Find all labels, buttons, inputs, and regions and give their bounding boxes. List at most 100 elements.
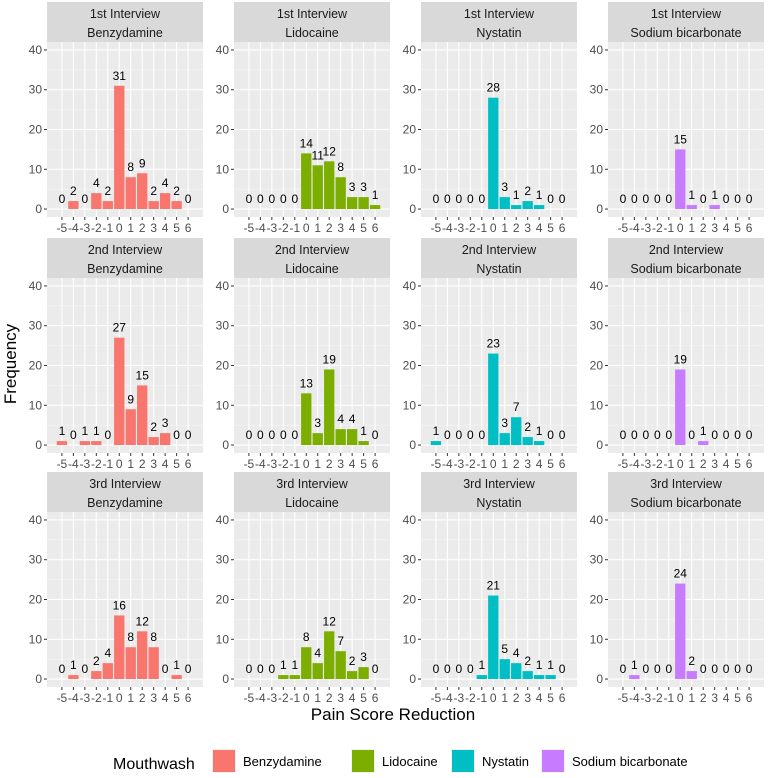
x-tick-label: 1	[688, 457, 695, 471]
bar-value-label: 28	[487, 81, 501, 95]
x-tick-label: 3	[337, 457, 344, 471]
facet-strip	[47, 238, 203, 278]
bar-value-label: 0	[269, 662, 276, 676]
bar-value-label: 19	[674, 352, 688, 366]
bar-value-label: 1	[93, 424, 100, 438]
x-tick-label: -5	[431, 221, 442, 235]
bar-value-label: 8	[127, 630, 134, 644]
bar-value-label: 0	[700, 662, 707, 676]
y-tick-label: 10	[403, 632, 417, 646]
bar-value-label: 0	[456, 662, 463, 676]
x-tick-label: -2	[278, 457, 289, 471]
x-tick-label: 2	[139, 457, 146, 471]
y-tick-label: 0	[596, 438, 603, 452]
facet-strip-interview: 3rd Interview	[89, 477, 162, 491]
bar	[533, 205, 545, 210]
bar-value-label: 2	[524, 184, 531, 198]
bar-value-label: 4	[349, 412, 356, 426]
y-tick-label: 10	[216, 632, 230, 646]
bar	[511, 663, 522, 680]
facet-strip-interview: 3rd Interview	[276, 477, 349, 491]
x-tick-label: 2	[326, 457, 333, 471]
y-tick-label: 30	[403, 319, 417, 333]
x-tick-label: -3	[267, 691, 278, 705]
y-tick-label: 10	[590, 632, 604, 646]
x-tick-label: 3	[524, 691, 531, 705]
x-tick-label: 4	[162, 691, 169, 705]
x-tick-label: -2	[278, 221, 289, 235]
bar	[159, 193, 171, 210]
bar	[346, 671, 358, 680]
bar-value-label: 0	[82, 192, 89, 206]
bar-value-label: 12	[136, 614, 150, 628]
bar-value-label: 3	[314, 416, 321, 430]
x-tick-label: 6	[185, 221, 192, 235]
x-tick-label: -1	[663, 221, 674, 235]
legend: Mouthwash Benzydamine Lidocaine Nystatin So…	[113, 749, 688, 773]
x-tick-label: -3	[641, 457, 652, 471]
x-tick-label: -1	[663, 691, 674, 705]
x-tick-label: -1	[476, 691, 487, 705]
bar	[159, 433, 171, 446]
x-tick-label: 6	[559, 221, 566, 235]
x-tick-label: -3	[80, 457, 91, 471]
y-tick-label: 20	[216, 123, 230, 137]
x-tick-label: 1	[501, 457, 508, 471]
y-tick-label: 0	[35, 672, 42, 686]
bar-value-label: 1	[536, 658, 543, 672]
facet-strip-mouthwash: Nystatin	[476, 496, 521, 510]
bar-value-label: 1	[631, 658, 638, 672]
bar	[533, 675, 545, 680]
legend-swatch	[452, 750, 474, 772]
bar-value-label: 0	[456, 192, 463, 206]
bar	[358, 441, 369, 446]
legend-label: Nystatin	[482, 754, 529, 769]
x-tick-label: -1	[476, 457, 487, 471]
x-tick-label: -3	[80, 221, 91, 235]
bar-value-label: 0	[547, 428, 554, 442]
y-tick-label: 0	[222, 202, 229, 216]
x-tick-label: 5	[360, 221, 367, 235]
x-tick-label: 6	[372, 457, 379, 471]
facet-strip	[608, 472, 764, 512]
y-tick-label: 30	[590, 553, 604, 567]
bar	[675, 583, 686, 680]
bar-value-label: 0	[456, 428, 463, 442]
bar	[522, 671, 533, 680]
facet-strip	[234, 238, 390, 278]
bar-value-label: 1	[711, 188, 718, 202]
y-tick-label: 40	[590, 279, 604, 293]
facet-strip-interview: 1st Interview	[90, 7, 161, 21]
x-tick-label: -5	[618, 457, 629, 471]
x-tick-label: -4	[255, 221, 266, 235]
bar	[278, 675, 289, 680]
bar	[499, 659, 510, 680]
bar-value-label: 0	[467, 428, 474, 442]
y-tick-label: 20	[403, 123, 417, 137]
bar-value-label: 0	[162, 662, 169, 676]
bar	[522, 437, 533, 446]
y-tick-label: 10	[29, 632, 43, 646]
y-tick-label: 10	[216, 398, 230, 412]
x-tick-label: 6	[185, 457, 192, 471]
bar-value-label: 2	[524, 420, 531, 434]
bar-value-label: 1	[59, 424, 66, 438]
bar	[125, 409, 136, 446]
bar-value-label: 1	[700, 424, 707, 438]
x-tick-label: -4	[68, 221, 79, 235]
x-tick-label: 4	[162, 221, 169, 235]
x-tick-label: -1	[102, 457, 113, 471]
x-tick-label: 1	[688, 221, 695, 235]
bar-value-label: 0	[620, 428, 627, 442]
x-tick-label: -5	[57, 457, 68, 471]
y-tick-label: 40	[216, 513, 230, 527]
bar	[68, 201, 79, 210]
bar-value-label: 1	[547, 658, 554, 672]
bar-value-label: 2	[150, 184, 157, 198]
y-tick-label: 40	[29, 43, 43, 57]
facet-strip-mouthwash: Benzydamine	[87, 496, 163, 510]
facet-strip	[608, 238, 764, 278]
